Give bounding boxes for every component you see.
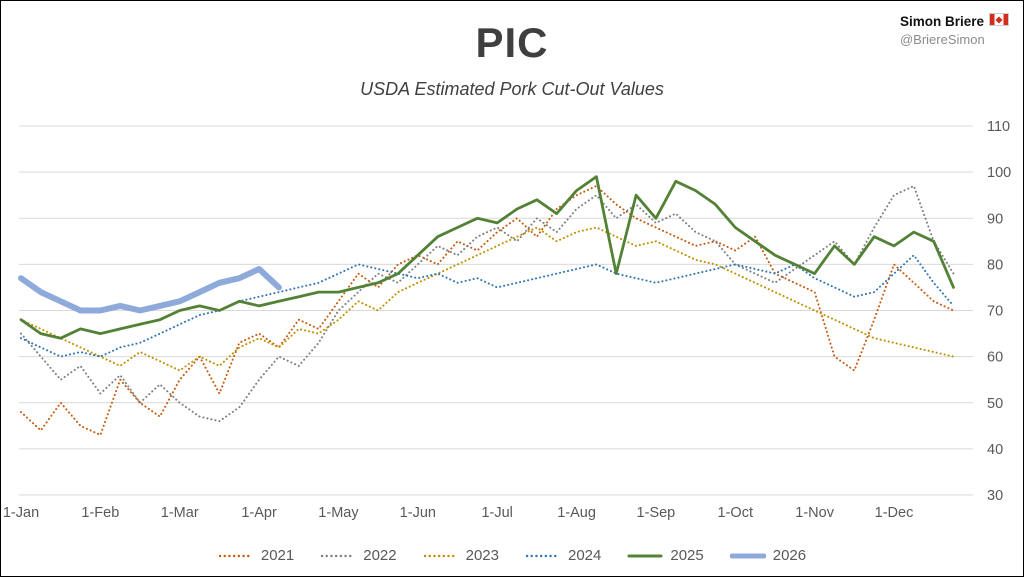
line-chart: 30 40 50 60 70 80 90 100 110 1-Jan 1-Feb 1-Mar 1-Apr… <box>3 119 1011 521</box>
legend-swatch-2021 <box>218 554 254 557</box>
legend-label: 2021 <box>260 547 295 564</box>
chart-legend: 2021 2022 2023 2024 2025 2026 <box>1 547 1023 564</box>
legend-item-2025: 2025 <box>627 547 704 564</box>
page-title: PIC <box>475 19 549 66</box>
legend-swatch-2026 <box>729 553 766 558</box>
legend-swatch-2025 <box>627 554 663 557</box>
x-axis-tick-label: 1-Jun <box>400 505 436 521</box>
y-axis-tick-label: 100 <box>987 165 1011 181</box>
legend-label: 2026 <box>772 547 807 564</box>
legend-item-2021: 2021 <box>218 547 294 564</box>
x-axis-tick-label: 1-May <box>318 505 359 521</box>
series-line-2023 <box>20 226 955 372</box>
legend-swatch-2023 <box>423 554 458 557</box>
legend-label: 2025 <box>670 547 704 564</box>
canada-flag-icon <box>989 13 1009 26</box>
author-handle: @BriereSimon <box>899 32 985 48</box>
legend-item-2023: 2023 <box>423 547 499 564</box>
y-axis-tick-label: 30 <box>987 488 1003 504</box>
legend-swatch-2024 <box>525 554 561 557</box>
y-axis-tick-label: 50 <box>987 396 1003 412</box>
x-axis-tick-label: 1-Oct <box>718 505 753 521</box>
series-line-2022 <box>20 185 955 423</box>
series-line-2025 <box>19 175 955 340</box>
x-axis-tick-label: 1-Feb <box>81 505 119 521</box>
maple-leaf-icon <box>995 15 1003 24</box>
legend-label: 2022 <box>363 547 397 564</box>
x-axis-tick-label: 1-Apr <box>241 505 277 521</box>
y-axis-tick-label: 110 <box>987 119 1010 135</box>
author-row: Simon Briere <box>900 13 1009 31</box>
y-axis-tick-label: 60 <box>987 350 1003 366</box>
legend-item-2024: 2024 <box>525 547 601 564</box>
x-axis-tick-label: 1-Jul <box>481 505 512 521</box>
legend-item-2022: 2022 <box>320 547 397 564</box>
x-axis-tick-label: 1-Sep <box>637 505 676 521</box>
legend-item-2026: 2026 <box>729 547 807 564</box>
y-axis-tick-label: 40 <box>987 442 1003 458</box>
chart-subtitle: USDA Estimated Pork Cut-Out Values <box>360 79 664 99</box>
series-line-2026 <box>18 266 282 314</box>
series-line-2021 <box>20 185 955 436</box>
y-axis-tick-label: 80 <box>987 257 1003 273</box>
x-axis-tick-label: 1-Mar <box>161 505 199 521</box>
author-name: Simon Briere <box>899 14 984 29</box>
y-axis-tick-label: 90 <box>987 211 1003 227</box>
legend-label: 2023 <box>465 547 499 564</box>
byline: Simon Briere @BriereSimon <box>900 13 1009 49</box>
x-axis-tick-label: 1-Nov <box>795 505 834 521</box>
y-axis-tick-label: 70 <box>987 304 1003 320</box>
legend-swatch-2022 <box>321 554 356 557</box>
x-axis-tick-label: 1-Dec <box>875 505 914 521</box>
x-axis-tick-label: 1-Aug <box>557 505 596 521</box>
x-axis-tick-label: 1-Jan <box>3 505 39 521</box>
legend-label: 2024 <box>568 547 602 564</box>
